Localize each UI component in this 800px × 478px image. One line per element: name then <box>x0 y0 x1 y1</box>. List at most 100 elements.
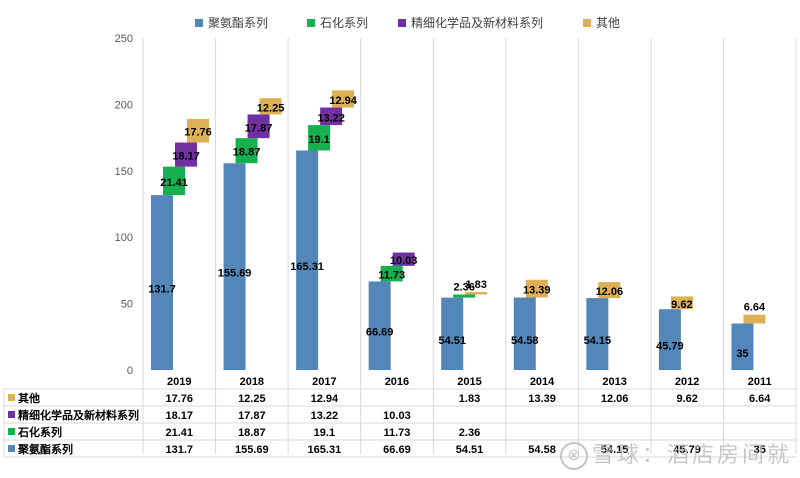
data-label: 165.31 <box>290 261 324 273</box>
data-label: 18.17 <box>172 151 200 163</box>
table-cell: 12.94 <box>311 393 339 405</box>
table-cell: 66.69 <box>383 444 411 456</box>
table-legend-key <box>8 428 15 435</box>
table-cell: 19.1 <box>314 427 335 439</box>
bar-other <box>259 98 282 115</box>
table-cell: 10.03 <box>383 410 411 422</box>
table-cell: 12.06 <box>601 393 629 405</box>
bar-other <box>465 292 488 295</box>
table-cell: 12.25 <box>238 393 266 405</box>
table-row-header: 石化系列 <box>17 425 62 439</box>
x-tick-label: 2013 <box>602 376 626 388</box>
bar-petrochem <box>380 265 403 282</box>
bar-other <box>187 118 209 143</box>
bar-other <box>525 279 548 298</box>
data-label: 54.15 <box>584 335 612 347</box>
bar-other <box>332 90 355 108</box>
bar-polyurethane <box>151 195 173 370</box>
table-cell: 2.36 <box>459 427 480 439</box>
table-row-header: 聚氨酯系列 <box>17 442 73 456</box>
bar-petrochem <box>308 125 331 151</box>
table-cell: 45.79 <box>673 444 701 456</box>
data-label: 19.1 <box>308 134 329 146</box>
y-tick-label: 100 <box>115 232 133 244</box>
table-cell: 13.22 <box>311 410 339 422</box>
bar-petrochem <box>163 166 185 196</box>
bar-petrochem <box>235 138 258 164</box>
table-row-header: 其他 <box>18 391 40 405</box>
bar-fine-chem <box>320 107 343 126</box>
table-row-header: 精细化学品及新材料系列 <box>18 408 139 422</box>
bar-petrochem <box>453 294 476 298</box>
table-cell: 17.87 <box>238 410 266 422</box>
snowball-logo-icon: ⊗ <box>560 442 588 471</box>
bar-fine-chem <box>247 114 270 139</box>
data-label: 6.64 <box>744 302 766 314</box>
y-tick-label: 0 <box>127 365 133 377</box>
legend-swatch <box>195 18 203 27</box>
table-legend-key <box>8 445 15 452</box>
data-label: 66.69 <box>366 327 394 339</box>
watermark: ⊗ 雪球：酒店房间就 <box>560 437 793 471</box>
bar-fine-chem <box>175 142 197 167</box>
table-cell: 11.73 <box>383 427 410 439</box>
legend-item: 其他 <box>583 14 620 31</box>
bar-polyurethane <box>223 163 246 370</box>
legend-label: 石化系列 <box>320 16 369 30</box>
bar-polyurethane <box>441 297 464 370</box>
table-cell: 18.17 <box>166 410 194 422</box>
legend-label: 精细化学品及新材料系列 <box>411 16 544 30</box>
table-cell: 1.83 <box>459 393 480 405</box>
bar-polyurethane <box>586 298 609 370</box>
data-label: 21.41 <box>160 177 188 189</box>
bar-polyurethane <box>368 281 391 370</box>
x-tick-label: 2019 <box>167 376 191 388</box>
bar-polyurethane <box>296 150 319 370</box>
legend-item: 聚氨酯系列 <box>195 14 268 31</box>
table-cell: 6.64 <box>749 393 771 405</box>
bar-other <box>743 314 766 324</box>
legend-label: 聚氨酯系列 <box>208 16 269 30</box>
data-label: 12.94 <box>329 95 357 107</box>
bar-other <box>598 282 621 299</box>
data-label: 13.39 <box>523 285 551 297</box>
bar-fine-chem <box>392 252 415 266</box>
x-tick-label: 2011 <box>748 376 772 388</box>
legend-label: 其他 <box>596 16 621 30</box>
bar-polyurethane <box>731 323 754 370</box>
table-cell: 54.51 <box>456 444 484 456</box>
table-cell: 18.87 <box>238 427 266 439</box>
table-legend-key <box>8 394 15 401</box>
y-tick-label: 50 <box>121 299 133 311</box>
bar-polyurethane <box>513 297 536 370</box>
x-tick-label: 2018 <box>240 376 264 388</box>
data-label: 10.03 <box>390 255 418 267</box>
table-cell: 54.15 <box>601 444 629 456</box>
table-cell: 9.62 <box>676 393 697 405</box>
x-tick-label: 2012 <box>675 376 699 388</box>
data-label: 12.06 <box>596 286 624 298</box>
data-label: 54.51 <box>438 335 466 347</box>
data-label: 17.76 <box>184 127 212 139</box>
table-cell: 155.69 <box>235 444 269 456</box>
legend-item: 精细化学品及新材料系列 <box>398 14 543 31</box>
x-tick-label: 2016 <box>385 376 409 388</box>
data-label: 17.87 <box>245 122 273 134</box>
table-cell: 165.31 <box>308 444 342 456</box>
data-label: 35 <box>736 348 748 360</box>
table-cell: 21.41 <box>166 427 194 439</box>
data-label: 12.25 <box>257 102 285 114</box>
data-label: 18.87 <box>233 147 261 159</box>
x-tick-label: 2017 <box>312 376 336 388</box>
table-legend-key <box>8 411 15 418</box>
data-label: 9.62 <box>671 299 692 311</box>
chart-legend: 聚氨酯系列 石化系列 精细化学品及新材料系列 其他 <box>0 14 800 34</box>
watermark-text: 雪球：酒店房间就 <box>592 442 793 467</box>
legend-swatch <box>398 18 406 27</box>
y-tick-label: 200 <box>115 99 133 111</box>
data-label: 155.69 <box>218 268 252 280</box>
data-label: 11.73 <box>378 270 405 282</box>
y-tick-label: 150 <box>115 166 133 178</box>
bar-other <box>670 296 693 310</box>
